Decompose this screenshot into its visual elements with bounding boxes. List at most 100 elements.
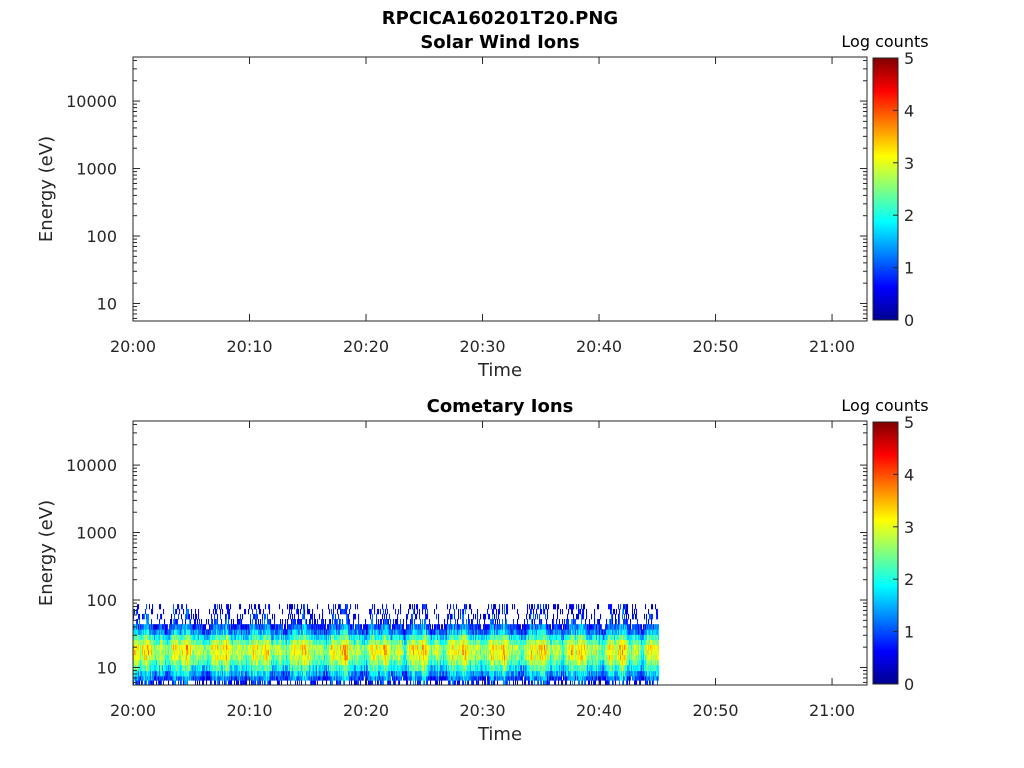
heatmap-cell [300, 649, 302, 656]
heatmap-cell [351, 659, 353, 666]
heatmap-cell [440, 634, 442, 640]
heatmap-cell [194, 639, 196, 645]
heatmap-cell [273, 624, 275, 630]
heatmap-cell [147, 649, 149, 656]
heatmap-cell [251, 664, 253, 672]
heatmap-cell [214, 649, 216, 656]
heatmap-cell [239, 659, 241, 666]
heatmap-cell [258, 659, 260, 666]
heatmap-cell [408, 664, 410, 672]
heatmap-cell [437, 624, 439, 630]
heatmap-cell [183, 659, 185, 666]
heatmap-cell [488, 639, 490, 645]
heatmap-cell [392, 624, 394, 630]
heatmap-cell [397, 629, 399, 635]
heatmap-cell [191, 613, 193, 620]
heatmap-cell [497, 649, 499, 656]
heatmap-cell [485, 634, 487, 640]
heatmap-cell [372, 613, 374, 620]
heatmap-cell [322, 639, 324, 645]
heatmap-cell [381, 664, 383, 672]
heatmap-cell [459, 659, 461, 666]
heatmap-cell [142, 654, 144, 661]
heatmap-cell [242, 670, 244, 677]
heatmap-cell [458, 608, 460, 615]
heatmap-cell [450, 680, 452, 686]
heatmap-cell [342, 664, 344, 672]
heatmap-cell [371, 624, 373, 630]
heatmap-cell [209, 608, 211, 615]
heatmap-cell [378, 654, 380, 661]
heatmap-cell [470, 659, 472, 666]
heatmap-cell [173, 675, 175, 681]
heatmap-cell [404, 659, 406, 666]
heatmap-cell [506, 659, 508, 666]
heatmap-cell [244, 659, 246, 666]
heatmap-cell [187, 644, 189, 650]
heatmap-cell [200, 659, 202, 666]
heatmap-cell [330, 675, 332, 681]
heatmap-cell [372, 664, 374, 672]
heatmap-cell [184, 659, 186, 666]
heatmap-cell [257, 613, 259, 620]
heatmap-cell [505, 675, 507, 681]
heatmap-cell [399, 659, 401, 666]
heatmap-cell [185, 680, 187, 686]
heatmap-cell [149, 639, 151, 645]
heatmap-cell [290, 604, 292, 610]
heatmap-cell [183, 629, 185, 635]
heatmap-cell [336, 629, 338, 635]
heatmap-cell [327, 629, 329, 635]
heatmap-cell [209, 664, 211, 672]
heatmap-cell [483, 634, 485, 640]
heatmap-cell [331, 675, 333, 681]
heatmap-cell [342, 659, 344, 666]
heatmap-cell [343, 670, 345, 677]
heatmap-cell [297, 649, 299, 656]
heatmap-cell [473, 639, 475, 645]
heatmap-cell [445, 634, 447, 640]
heatmap-cell [348, 613, 350, 620]
heatmap-cell [250, 675, 252, 681]
heatmap-cell [138, 649, 140, 656]
heatmap-cell [289, 624, 291, 630]
heatmap-cell [197, 659, 199, 666]
heatmap-cell [213, 644, 215, 650]
heatmap-cell [259, 624, 261, 630]
heatmap-cell [274, 654, 276, 661]
heatmap-cell [228, 644, 230, 650]
heatmap-cell [271, 629, 273, 635]
heatmap-cell [466, 664, 468, 672]
heatmap-cell [344, 639, 346, 645]
heatmap-cell [493, 680, 495, 686]
heatmap-cell [164, 644, 166, 650]
heatmap-cell [272, 649, 274, 656]
heatmap-cell [167, 634, 169, 640]
heatmap-cell [299, 664, 301, 672]
heatmap-cell [500, 634, 502, 640]
heatmap-cell [416, 675, 418, 681]
heatmap-cell [322, 624, 324, 630]
heatmap-cell [464, 659, 466, 666]
heatmap-cell [223, 675, 225, 681]
heatmap-cell [465, 634, 467, 640]
heatmap-cell [465, 659, 467, 666]
heatmap-cell [241, 634, 243, 640]
heatmap-cell [482, 659, 484, 666]
heatmap-cell [487, 664, 489, 672]
heatmap-cell [298, 675, 300, 681]
heatmap-cell [351, 644, 353, 650]
heatmap-cell [337, 644, 339, 650]
heatmap-cell [464, 624, 466, 630]
heatmap-cell [169, 629, 171, 635]
heatmap-cell [338, 675, 340, 681]
heatmap-cell [387, 680, 389, 686]
heatmap-cell [454, 639, 456, 645]
heatmap-cell [300, 654, 302, 661]
heatmap-cell [413, 624, 415, 630]
heatmap-cell [484, 659, 486, 666]
heatmap-cell [378, 670, 380, 677]
heatmap-cell [226, 649, 228, 656]
heatmap-cell [423, 670, 425, 677]
heatmap-cell [484, 654, 486, 661]
